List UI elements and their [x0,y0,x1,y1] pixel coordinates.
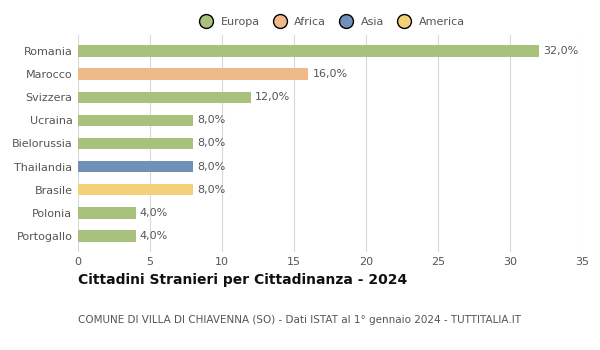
Text: 8,0%: 8,0% [197,185,226,195]
Text: 8,0%: 8,0% [197,162,226,172]
Bar [78,161,193,172]
Bar [78,184,193,195]
Bar [78,46,539,57]
Bar [78,92,251,103]
Text: COMUNE DI VILLA DI CHIAVENNA (SO) - Dati ISTAT al 1° gennaio 2024 - TUTTITALIA.I: COMUNE DI VILLA DI CHIAVENNA (SO) - Dati… [78,315,521,325]
Bar [78,207,136,218]
Text: 32,0%: 32,0% [543,46,578,56]
Bar [78,230,136,242]
Text: 8,0%: 8,0% [197,116,226,125]
Bar [78,69,308,80]
Text: 4,0%: 4,0% [140,208,168,218]
Text: 16,0%: 16,0% [313,69,348,79]
Text: 8,0%: 8,0% [197,139,226,148]
Text: 12,0%: 12,0% [255,92,290,102]
Legend: Europa, Africa, Asia, America: Europa, Africa, Asia, America [193,14,467,29]
Bar [78,138,193,149]
Bar [78,115,193,126]
Text: 4,0%: 4,0% [140,231,168,241]
Text: Cittadini Stranieri per Cittadinanza - 2024: Cittadini Stranieri per Cittadinanza - 2… [78,273,407,287]
